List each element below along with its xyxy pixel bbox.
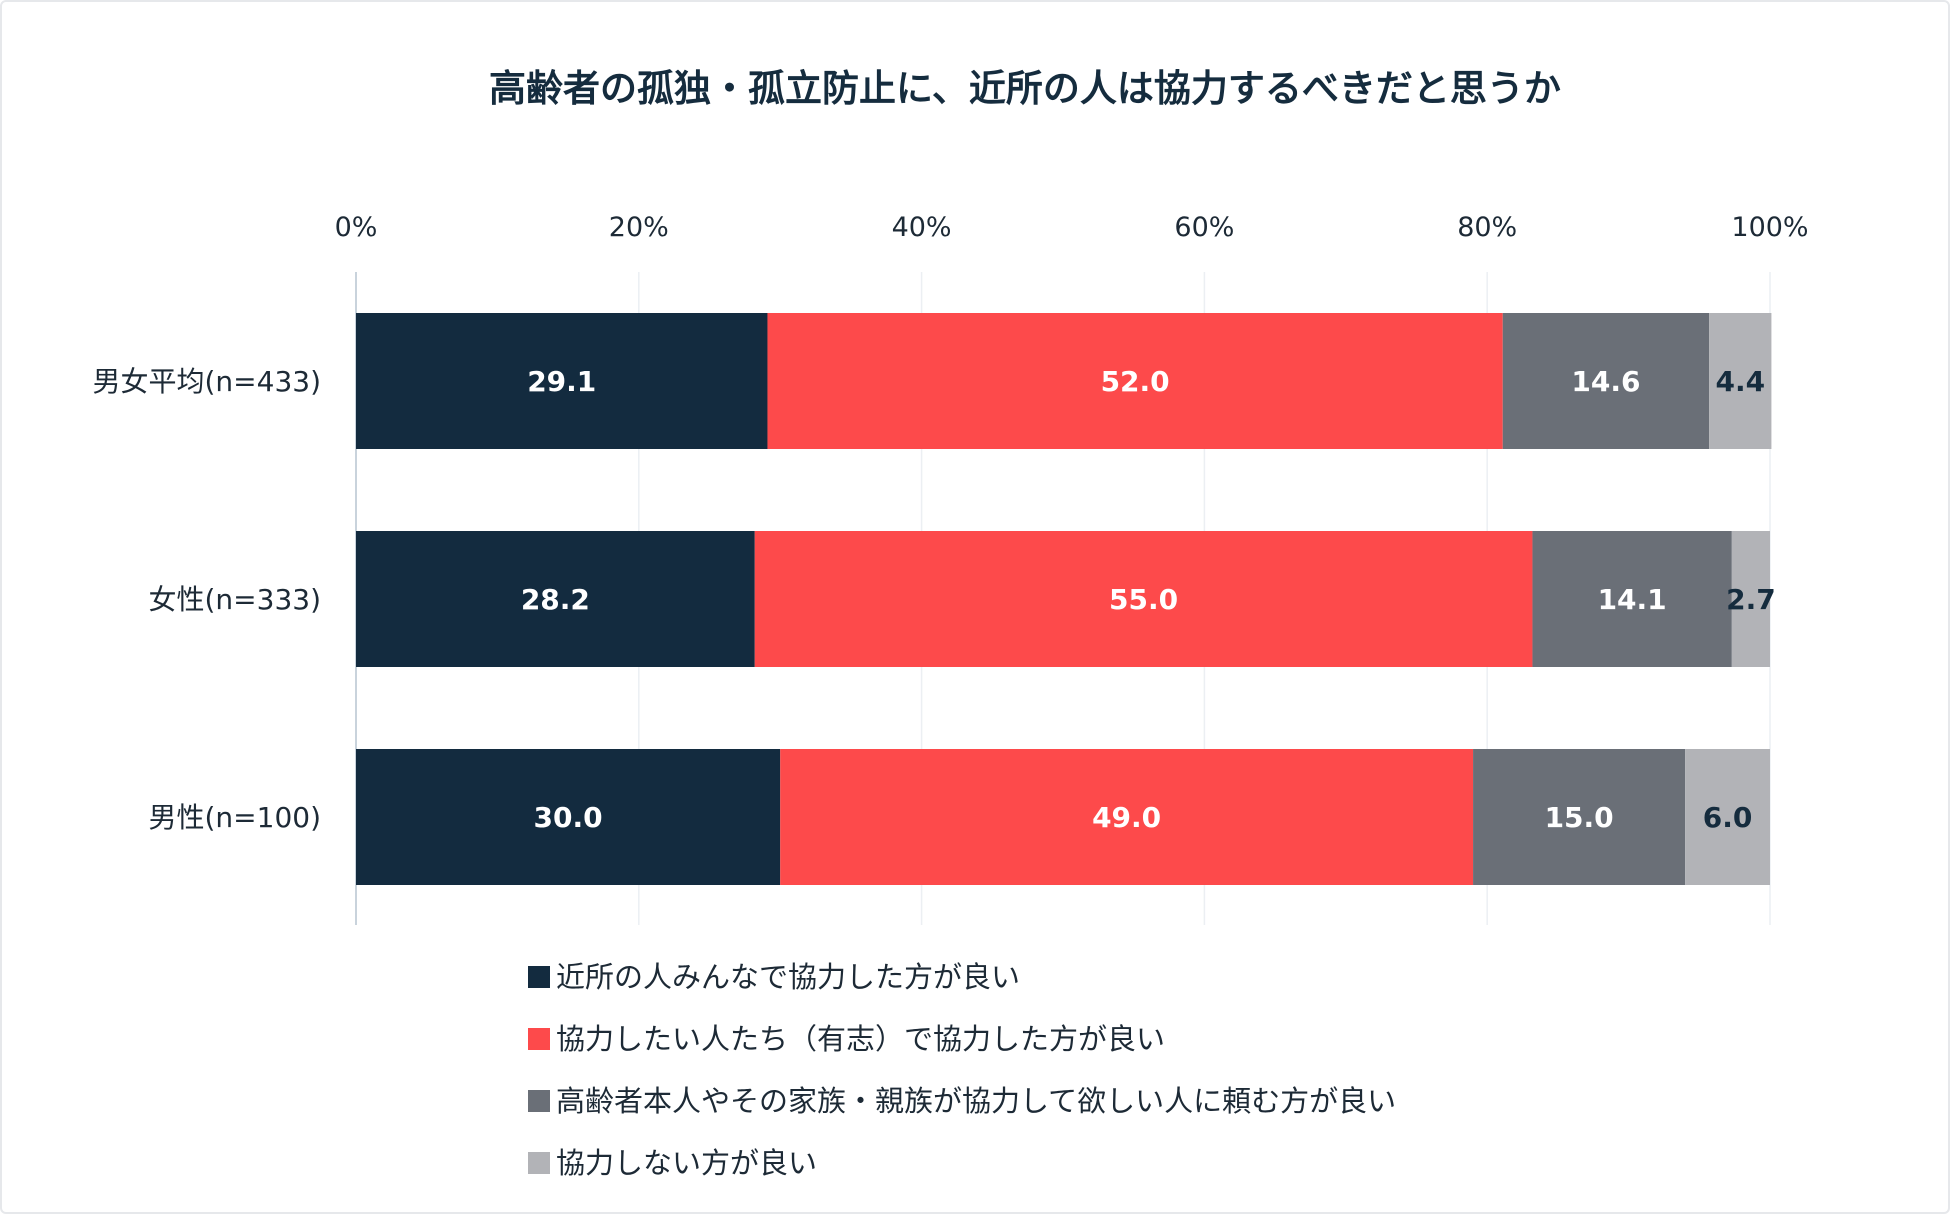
- bar-segment: [1709, 313, 1772, 449]
- x-tick-label: 0%: [335, 212, 378, 243]
- x-tick-label: 40%: [892, 212, 952, 243]
- bar-segment: [356, 531, 755, 667]
- bar-value-label: 14.6: [1571, 365, 1640, 398]
- bar-segment: [356, 313, 768, 449]
- x-tick-label: 80%: [1457, 212, 1517, 243]
- category-label: 女性(n=333): [149, 583, 322, 616]
- bar-value-label: 2.7: [1726, 583, 1776, 616]
- bar-segment: [767, 313, 1503, 449]
- bar-value-label: 49.0: [1092, 801, 1161, 834]
- chart-title: 高齢者の孤独・孤立防止に、近所の人は協力するべきだと思うか: [489, 67, 1561, 110]
- value-labels: 29.1 52.0 14.6 4.4 28.2 55.0 14.1 2.7 30.0 49.0 15…: [521, 365, 1776, 834]
- legend-label: 協力しない方が良い: [556, 1146, 817, 1180]
- bar-value-label: 6.0: [1703, 801, 1753, 834]
- bar-value-label: 52.0: [1101, 365, 1170, 398]
- bar-segment: [1532, 531, 1732, 667]
- bar-segment: [1685, 749, 1770, 885]
- legend-label: 協力したい人たち（有志）で協力した方が良い: [556, 1022, 1165, 1056]
- bar-segment: [356, 749, 781, 885]
- legend-swatch: [528, 1152, 550, 1174]
- legend-swatch: [528, 1090, 550, 1112]
- bar-segment: [1502, 313, 1710, 449]
- bar-value-label: 30.0: [534, 801, 603, 834]
- bar-segment: [780, 749, 1474, 885]
- x-tick-label: 60%: [1174, 212, 1234, 243]
- bar-segment: [1731, 531, 1770, 667]
- bar-value-label: 29.1: [527, 365, 596, 398]
- bar-value-label: 55.0: [1109, 583, 1178, 616]
- bar-segment: [1473, 749, 1686, 885]
- bar-value-label: 4.4: [1716, 365, 1766, 398]
- legend-swatch: [528, 1028, 550, 1050]
- x-axis-ticks: 0% 20% 40% 60% 80% 100%: [335, 212, 1809, 243]
- legend-swatch: [528, 966, 550, 988]
- category-label: 男女平均(n=433): [93, 365, 322, 398]
- x-tick-label: 20%: [609, 212, 669, 243]
- bars: [356, 313, 1772, 885]
- legend: 近所の人みんなで協力した方が良い協力したい人たち（有志）で協力した方が良い高齢者…: [528, 960, 1396, 1180]
- x-tick-label: 100%: [1731, 212, 1808, 243]
- bar-segment: [754, 531, 1533, 667]
- legend-label: 近所の人みんなで協力した方が良い: [556, 960, 1020, 994]
- bar-value-label: 14.1: [1598, 583, 1667, 616]
- category-labels: 男女平均(n=433) 女性(n=333) 男性(n=100): [93, 365, 322, 834]
- category-label: 男性(n=100): [149, 801, 322, 834]
- bar-value-label: 28.2: [521, 583, 590, 616]
- bar-value-label: 15.0: [1545, 801, 1614, 834]
- legend-label: 高齢者本人やその家族・親族が協力して欲しい人に頼む方が良い: [556, 1084, 1396, 1118]
